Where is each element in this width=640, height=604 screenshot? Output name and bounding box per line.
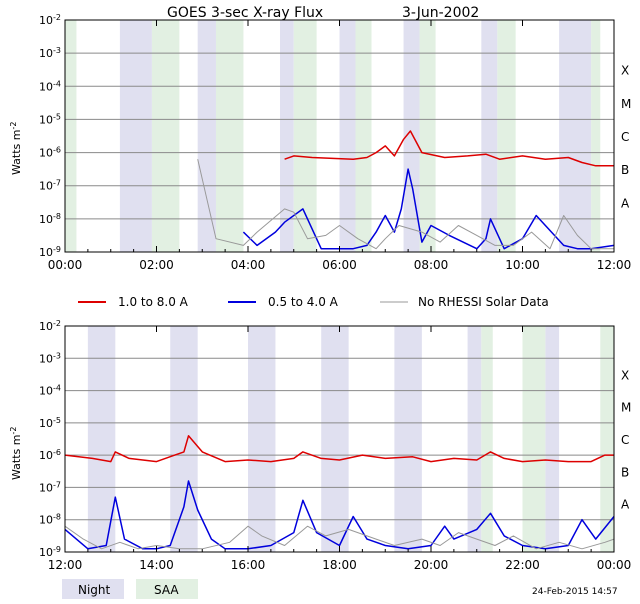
night-band — [339, 20, 356, 252]
night-band — [248, 326, 276, 552]
night-band — [481, 20, 498, 252]
saa-band — [522, 326, 546, 552]
series-line — [64, 480, 615, 550]
night-band — [545, 326, 560, 552]
saa-band — [355, 20, 372, 252]
y-tick-label: 10-3 — [39, 46, 61, 61]
x-tick-label: 14:00 — [139, 558, 174, 572]
y-tick-label: 10-5 — [39, 112, 61, 127]
panel-bottom: 10-2 10-3 10-4 10-5 10-6 10-7 10-8 10-9 X M C B A 12:… — [39, 319, 631, 573]
y-tick-label: 10-6 — [39, 448, 61, 463]
footer-timestamp: 24-Feb-2015 14:57 — [532, 587, 618, 597]
flare-class-label: X — [621, 368, 629, 382]
saa-key-swatch — [136, 579, 198, 599]
saa-band — [419, 20, 436, 252]
y-tick-label: 10-4 — [39, 79, 61, 94]
saa-key-label: SAA — [154, 583, 179, 597]
shading-key: Night SAA — [62, 579, 198, 599]
saa-band — [151, 20, 180, 252]
series-line — [284, 130, 614, 167]
y-axis-label-top: Watts m-2 — [9, 122, 24, 175]
x-tick-label: 00:00 — [597, 558, 632, 572]
saa-band — [65, 20, 77, 252]
x-tick-label: 16:00 — [231, 558, 266, 572]
y-tick-label: 10-8 — [39, 211, 61, 226]
y-tick-label: 10-4 — [39, 383, 61, 398]
saa-band — [591, 20, 601, 252]
night-band — [394, 326, 422, 552]
night-band — [403, 20, 420, 252]
x-tick-label: 22:00 — [505, 558, 540, 572]
night-band — [467, 326, 482, 552]
x-tick-label: 02:00 — [139, 258, 174, 272]
y-axis-label-bottom: Watts m-2 — [9, 427, 24, 480]
y-tick-label: 10-8 — [39, 512, 61, 527]
saa-band — [215, 20, 244, 252]
flare-class-label: M — [621, 401, 631, 415]
x-tick-label: 20:00 — [414, 558, 449, 572]
flare-class-label: A — [621, 196, 630, 210]
panel-top: 10-2 10-3 10-4 10-5 10-6 10-7 10-8 10-9 X M C B A 00:… — [39, 13, 631, 273]
y-tick-label: 10-6 — [39, 145, 61, 160]
chart-date: 3-Jun-2002 — [402, 5, 479, 21]
y-tick-label: 10-9 — [39, 545, 61, 560]
legend-label-long: 1.0 to 8.0 A — [118, 295, 189, 309]
flare-class-label: X — [621, 64, 629, 78]
x-tick-label: 06:00 — [322, 258, 357, 272]
night-band — [197, 20, 216, 252]
night-band — [559, 20, 592, 252]
flare-class-label: C — [621, 130, 629, 144]
y-tick-label: 10-5 — [39, 415, 61, 430]
x-tick-label: 18:00 — [322, 558, 357, 572]
saa-band — [293, 20, 317, 252]
chart-title: GOES 3-sec X-ray Flux — [167, 5, 323, 21]
saa-band — [600, 326, 614, 552]
x-tick-label: 12:00 — [597, 258, 632, 272]
saa-band — [497, 20, 516, 252]
legend: 1.0 to 8.0 A 0.5 to 4.0 A No RHESSI Sola… — [78, 295, 549, 309]
series-line — [64, 525, 615, 550]
x-tick-label: 12:00 — [48, 558, 83, 572]
series-line — [242, 168, 615, 250]
legend-label-short: 0.5 to 4.0 A — [268, 295, 339, 309]
night-key-swatch — [62, 579, 124, 599]
saa-band — [481, 326, 493, 552]
flare-class-label: M — [621, 97, 631, 111]
legend-label-no-rhessi: No RHESSI Solar Data — [418, 295, 549, 309]
flare-class-label: A — [621, 498, 630, 512]
y-tick-label: 10-7 — [39, 480, 61, 495]
x-tick-label: 08:00 — [414, 258, 449, 272]
night-band — [87, 326, 116, 552]
flare-class-label: B — [621, 465, 629, 479]
y-tick-label: 10-7 — [39, 178, 61, 193]
x-tick-label: 04:00 — [231, 258, 266, 272]
series-line — [64, 435, 614, 463]
y-tick-label: 10-3 — [39, 351, 61, 366]
y-tick-label: 10-2 — [39, 13, 61, 28]
x-tick-label: 00:00 — [48, 258, 83, 272]
night-band — [321, 326, 349, 552]
night-band — [280, 20, 294, 252]
y-tick-label: 10-2 — [39, 319, 61, 334]
night-key-label: Night — [78, 583, 111, 597]
flare-class-label: C — [621, 433, 629, 447]
night-band — [119, 20, 152, 252]
flare-class-label: B — [621, 163, 629, 177]
night-band — [170, 326, 198, 552]
series-line — [197, 159, 614, 250]
x-tick-label: 10:00 — [505, 258, 540, 272]
y-tick-label: 10-9 — [39, 245, 61, 260]
